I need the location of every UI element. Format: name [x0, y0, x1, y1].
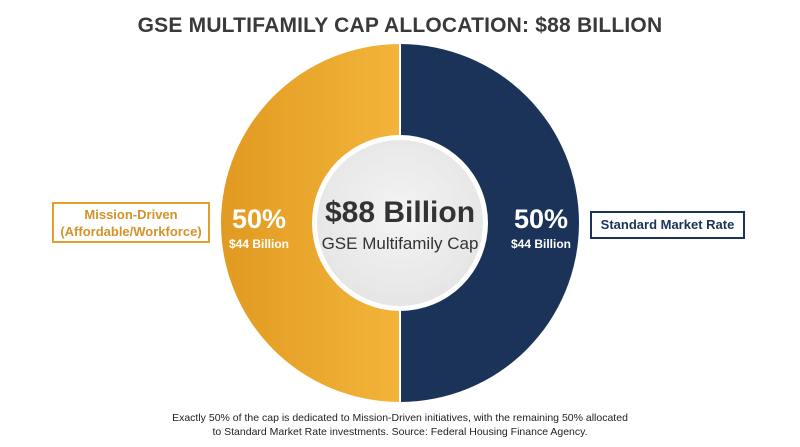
slice-standard-amount: $44 Billion: [511, 237, 571, 251]
center-label: GSE Multifamily Cap: [322, 234, 479, 253]
slice-standard-percent: 50%: [514, 204, 568, 234]
footnote-line1: Exactly 50% of the cap is dedicated to M…: [172, 412, 628, 424]
center-disc: [317, 140, 483, 306]
legend-standard-market-rate: Standard Market Rate: [590, 211, 745, 239]
slice-mission-driven-amount: $44 Billion: [229, 237, 289, 251]
slice-standard-market-rate: [400, 44, 579, 402]
center-value: $88 Billion: [325, 196, 475, 229]
legend-mission-driven-line1: Mission-Driven: [84, 207, 178, 222]
legend-mission-driven-line2: (Affordable/Workforce): [60, 224, 202, 239]
footnote: Exactly 50% of the cap is dedicated to M…: [0, 411, 800, 439]
legend-mission-driven: Mission-Driven (Affordable/Workforce): [52, 202, 210, 243]
slice-mission-driven-percent: 50%: [232, 204, 286, 234]
footnote-line2: to Standard Market Rate investments. Sou…: [212, 426, 588, 438]
chart-title: GSE MULTIFAMILY CAP ALLOCATION: $88 BILL…: [137, 14, 663, 37]
slice-mission-driven: [221, 44, 400, 402]
